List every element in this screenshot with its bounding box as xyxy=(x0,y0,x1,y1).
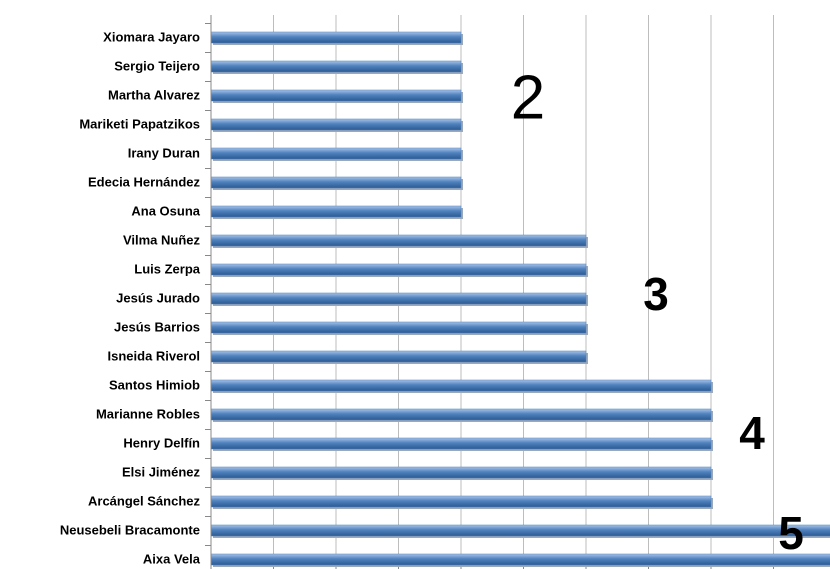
bar xyxy=(210,379,712,392)
y-tick-label: Aixa Vela xyxy=(143,551,201,566)
y-tick-label: Henry Delfín xyxy=(123,435,200,450)
annotation: 4 xyxy=(739,407,765,459)
bar xyxy=(210,350,587,363)
y-tick-label: Xiomara Jayaro xyxy=(103,29,200,44)
bar xyxy=(210,31,462,44)
y-tick-label: Arcángel Sánchez xyxy=(88,493,200,508)
y-tick-label: Luis Zerpa xyxy=(134,261,201,276)
annotation: 3 xyxy=(643,268,669,320)
bar xyxy=(210,292,587,305)
bar xyxy=(210,321,587,334)
annotation: 2 xyxy=(511,63,545,132)
bar xyxy=(210,205,462,218)
y-tick-label: Mariketi Papatzikos xyxy=(79,116,200,131)
y-tick-label: Neusebeli Bracamonte xyxy=(60,522,200,537)
bar xyxy=(210,524,830,537)
bar xyxy=(210,60,462,73)
y-tick-label: Elsi Jiménez xyxy=(122,464,201,479)
y-tick-label: Isneida Riverol xyxy=(108,348,200,363)
y-tick-label: Edecia Hernández xyxy=(88,174,200,189)
y-tick-label: Santos Himiob xyxy=(109,377,200,392)
bar xyxy=(210,118,462,131)
bar xyxy=(210,263,587,276)
y-tick-label: Sergio Teijero xyxy=(114,58,200,73)
y-tick-label: Irany Duran xyxy=(128,145,200,160)
bar xyxy=(210,466,712,479)
bar xyxy=(210,89,462,102)
y-tick-label: Jesús Barrios xyxy=(114,319,200,334)
y-tick-label: Vilma Nuñez xyxy=(123,232,201,247)
bar xyxy=(210,147,462,160)
bar xyxy=(210,176,462,189)
y-tick-label: Ana Osuna xyxy=(131,203,200,218)
bar xyxy=(210,234,587,247)
y-tick-label: Marianne Robles xyxy=(96,406,200,421)
y-tick-label: Jesús Jurado xyxy=(116,290,200,305)
bar xyxy=(210,408,712,421)
y-tick-label: Martha Alvarez xyxy=(108,87,200,102)
bar xyxy=(210,553,830,566)
bar xyxy=(210,495,712,508)
bar xyxy=(210,437,712,450)
annotation: 5 xyxy=(778,507,804,559)
